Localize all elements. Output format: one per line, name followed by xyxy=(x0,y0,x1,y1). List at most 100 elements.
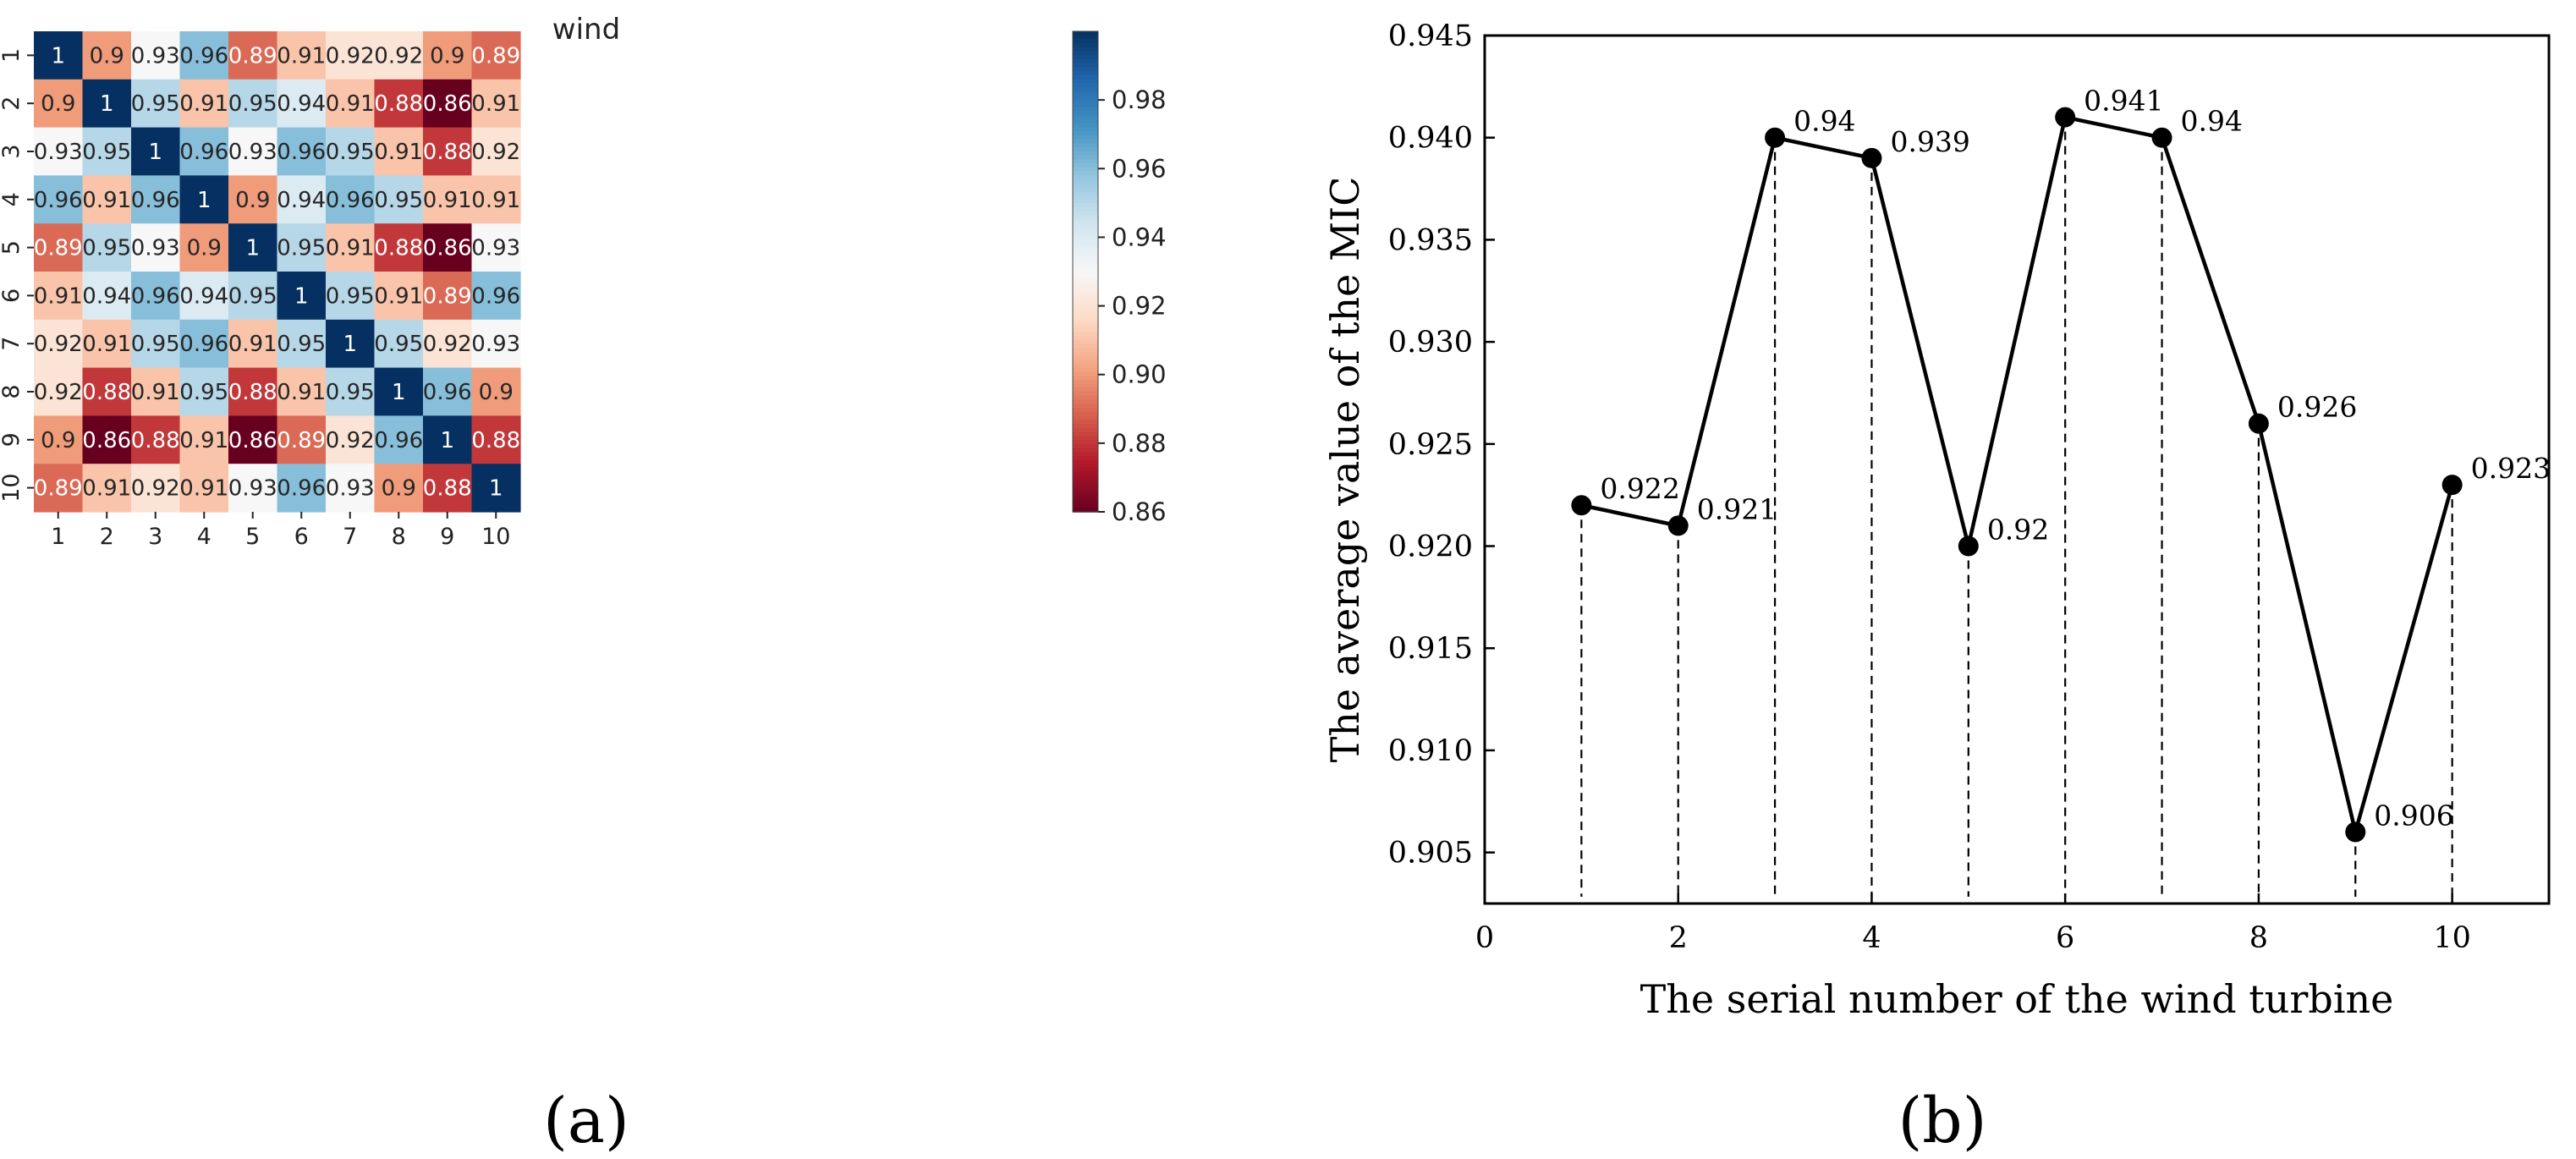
heatmap-cell-label: 0.91 xyxy=(131,380,180,405)
heatmap-cell xyxy=(228,319,278,369)
heatmap-cell-label: 0.93 xyxy=(471,332,520,357)
heatmap-cell xyxy=(423,272,473,321)
heatmap-cell-label: 0.9 xyxy=(90,43,124,69)
colorbar-segment xyxy=(1073,299,1098,305)
colorbar-segment xyxy=(1073,459,1098,464)
heatmap-cell-label: 0.91 xyxy=(471,188,520,213)
colorbar-segment xyxy=(1073,471,1098,477)
colorbar-segment xyxy=(1073,103,1098,108)
colorbar-segment xyxy=(1073,127,1098,133)
colorbar-segment xyxy=(1073,448,1098,453)
colorbar-segment xyxy=(1073,191,1098,196)
heatmap-cell-label: 0.95 xyxy=(82,140,131,165)
y-tick-label: 0.905 xyxy=(1388,837,1473,871)
x-tick-label: 5 xyxy=(245,524,260,550)
heatmap-cell-label: 0.95 xyxy=(277,236,326,261)
heatmap-panel: wind 1 0.9 0.93 0.96 0.89 0.91 0.92 0.92 0.9 0.89… xyxy=(0,13,1167,1157)
heatmap-cell xyxy=(326,367,376,416)
heatmap-cell xyxy=(326,319,376,369)
heatmap-cell-label: 0.91 xyxy=(82,476,131,502)
heatmap-cell-label: 0.92 xyxy=(374,43,423,69)
heatmap-cell xyxy=(34,223,84,272)
colorbar-segment xyxy=(1073,303,1098,309)
colorbar-segment xyxy=(1073,439,1098,445)
heatmap-cell xyxy=(82,272,132,321)
heatmap-cell-label: 0.88 xyxy=(423,476,472,502)
data-point xyxy=(1571,495,1592,516)
heatmap-cell-label: 0.92 xyxy=(423,332,472,357)
heatmap-cell xyxy=(82,223,132,272)
colorbar-segment xyxy=(1073,316,1098,321)
heatmap-cell xyxy=(131,31,181,80)
colorbar-segment xyxy=(1073,332,1098,337)
heatmap-cell xyxy=(374,223,424,272)
heatmap-cell-label: 0.91 xyxy=(471,91,520,117)
heatmap-cell xyxy=(423,175,473,224)
heatmap-cell xyxy=(326,272,376,321)
heatmap-cell-label: 0.9 xyxy=(235,188,270,213)
heatmap-cell-label: 0.95 xyxy=(374,332,423,357)
heatmap-cell-label: 0.91 xyxy=(179,476,228,502)
colorbar-segment xyxy=(1073,355,1098,360)
colorbar-segment xyxy=(1073,395,1098,401)
y-tick-label: 0.910 xyxy=(1388,734,1473,768)
heatmap-cell-label: 0.95 xyxy=(326,380,375,405)
heatmap-cell xyxy=(423,415,473,464)
heatmap-cell-label: 0.95 xyxy=(228,91,277,117)
heatmap-cell xyxy=(326,127,376,176)
heatmap-cell-label: 0.94 xyxy=(277,188,326,213)
colorbar-segment xyxy=(1073,420,1098,425)
heatmap-cell xyxy=(34,175,84,224)
colorbar-segment xyxy=(1073,323,1098,329)
y-tick-label: 5 xyxy=(0,240,25,255)
point-labels: 0.922 0.921 0.94 0.939 0.92 0.941 0.94 0.926 0.9… xyxy=(1600,85,2551,832)
colorbar-segment xyxy=(1073,307,1098,313)
colorbar-tick-label: 0.90 xyxy=(1112,360,1167,389)
heatmap-cell xyxy=(34,127,84,176)
heatmap-cell-label: 0.9 xyxy=(382,476,416,502)
colorbar-segment xyxy=(1073,319,1098,325)
colorbar-segment xyxy=(1073,135,1098,140)
heatmap-cell xyxy=(131,127,181,176)
series-polyline xyxy=(1580,115,2454,834)
heatmap-cell xyxy=(179,464,229,513)
heatmap-cell-label: 0.9 xyxy=(41,428,75,453)
heatmap-cell-label: 0.96 xyxy=(471,283,520,309)
heatmap-cell-label: 0.96 xyxy=(179,332,228,357)
heatmap-cell xyxy=(471,127,521,176)
colorbar-segment xyxy=(1073,251,1098,256)
x-tick-label: 1 xyxy=(51,524,65,550)
heatmap-cell xyxy=(277,127,327,176)
colorbar-segment xyxy=(1073,335,1098,341)
colorbar-segment xyxy=(1073,63,1098,69)
x-tick-label: 0 xyxy=(1475,921,1494,955)
heatmap-cells: 1 0.9 0.93 0.96 0.89 0.91 0.92 0.92 0.9 0.890.9 1 0… xyxy=(34,31,521,513)
heatmap-cell-label: 0.95 xyxy=(277,332,326,357)
x-tick-label: 7 xyxy=(343,524,357,550)
heatmap-cell-label: 0.9 xyxy=(430,43,464,69)
colorbar-segment xyxy=(1073,415,1098,420)
y-tick-label: 0.940 xyxy=(1388,122,1473,156)
heatmap-cell-label: 0.93 xyxy=(131,43,180,69)
colorbar-segment xyxy=(1073,455,1098,461)
x-tick-label: 6 xyxy=(2056,921,2074,955)
heatmap-cell xyxy=(277,319,327,369)
heatmap-cell-label: 0.91 xyxy=(82,332,131,357)
colorbar-segment xyxy=(1073,235,1098,240)
colorbar-segment xyxy=(1073,464,1098,469)
heatmap-cell xyxy=(131,175,181,224)
heatmap-cell xyxy=(374,464,424,513)
heatmap-cell-label: 0.91 xyxy=(179,428,228,453)
heatmap-cell-label: 0.95 xyxy=(326,283,375,309)
heatmap-cell-label: 0.89 xyxy=(228,43,277,69)
heatmap-cell xyxy=(471,367,521,416)
heatmap-cell xyxy=(471,464,521,513)
x-tick-label: 9 xyxy=(440,524,454,550)
colorbar-segment xyxy=(1073,279,1098,284)
colorbar-segment xyxy=(1073,95,1098,101)
heatmap-cell xyxy=(228,272,278,321)
heatmap-title: wind xyxy=(552,13,620,47)
heatmap-cell-label: 0.91 xyxy=(34,283,83,309)
heatmap-cell xyxy=(277,415,327,464)
x-tick-label: 4 xyxy=(197,524,211,550)
